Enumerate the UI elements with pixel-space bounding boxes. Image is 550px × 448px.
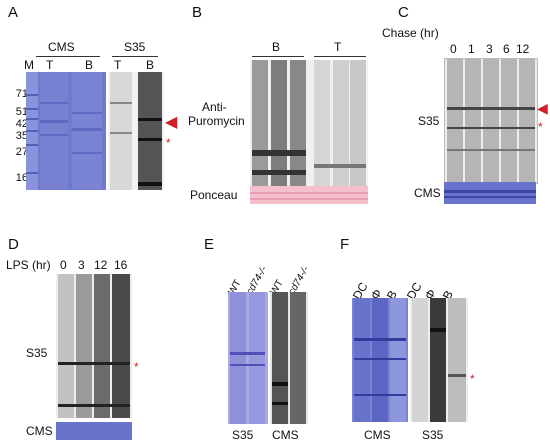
panel-c-s35-label: S35 <box>418 114 440 128</box>
panel-b-bracket-t <box>314 56 366 57</box>
panel-c-arrow-icon: ◀ <box>537 100 548 116</box>
panel-b-bracket-b <box>252 56 304 57</box>
panel-b-group-t: T <box>334 40 342 54</box>
panel-c-letter: C <box>398 4 409 21</box>
panel-a-letter: A <box>8 4 19 21</box>
panel-a-bracket-cms <box>36 56 100 57</box>
panel-a-lane-m: M <box>24 58 34 72</box>
panel-c-lane-6: 6 <box>503 42 510 56</box>
panel-d-s35-gel <box>56 274 132 418</box>
mw-16: 16 <box>15 172 28 184</box>
panel-d-lane-3: 3 <box>78 258 85 272</box>
panel-b-ponceau-label: Ponceau <box>190 188 238 202</box>
panel-d-s35-label: S35 <box>26 346 48 360</box>
panel-c-lane-3: 3 <box>486 42 493 56</box>
panel-a-lane-b2: B <box>146 58 155 72</box>
panel-b-group-b: B <box>272 40 281 54</box>
mw-27: 27 <box>15 146 28 158</box>
panel-f-letter: F <box>340 236 350 253</box>
mw-42: 42 <box>15 118 28 130</box>
panel-f-cms-label: CMS <box>364 428 391 442</box>
panel-a-s35-gel <box>108 72 164 190</box>
panel-d-lane-16: 16 <box>114 258 128 272</box>
panel-c-lane-1: 1 <box>468 42 475 56</box>
panel-a-lane-b1: B <box>85 58 94 72</box>
panel-a-group-s35: S35 <box>124 40 146 54</box>
panel-f-asterisk-icon: * <box>470 372 475 386</box>
panel-e-coomassie-gel <box>228 292 268 424</box>
panel-a-group-cms: CMS <box>48 40 75 54</box>
panel-b-ponceau-strip <box>250 186 368 204</box>
panel-b-ylabel-2: Puromycin <box>188 114 245 128</box>
panel-f-s35-gel <box>410 298 468 422</box>
mw-51: 51 <box>15 106 28 118</box>
panel-a-mw-ladder: 71 51 42 35 27 16 <box>0 88 28 198</box>
panel-e-s35-label: S35 <box>232 428 254 442</box>
panel-c-lane-0: 0 <box>450 42 457 56</box>
panel-c-cms-label: CMS <box>414 186 441 200</box>
panel-a-lane-t1: T <box>46 58 54 72</box>
panel-b-ylabel-1: Anti- <box>202 100 227 114</box>
panel-d-lane-0: 0 <box>60 258 67 272</box>
panel-a-coomassie-gel <box>26 72 106 190</box>
panel-f-coomassie-gel <box>352 298 408 422</box>
panel-c-s35-gel <box>444 58 538 184</box>
panel-f-s35-label: S35 <box>422 428 444 442</box>
panel-d-lane-12: 12 <box>94 258 108 272</box>
panel-d-asterisk-icon: * <box>134 360 139 374</box>
panel-d-cms-label: CMS <box>26 424 53 438</box>
panel-c-cms-strip <box>444 182 536 204</box>
mw-71: 71 <box>15 88 28 100</box>
panel-d-letter: D <box>8 236 19 253</box>
panel-d-cms-strip <box>56 422 132 440</box>
panel-b-letter: B <box>192 4 203 21</box>
panel-c-asterisk-icon: * <box>538 120 543 134</box>
panel-e-s35-gel <box>270 292 308 424</box>
panel-a-arrow-icon: ◀ <box>165 114 178 131</box>
mw-35: 35 <box>15 130 28 142</box>
panel-c-header: Chase (hr) <box>382 26 439 40</box>
panel-c-lane-12: 12 <box>516 42 530 56</box>
panel-d-header: LPS (hr) <box>6 258 51 272</box>
panel-e-cms-label: CMS <box>272 428 299 442</box>
panel-e-letter: E <box>204 236 215 253</box>
panel-a-bracket-s35 <box>112 56 158 57</box>
panel-b-western-blot <box>250 60 368 188</box>
panel-a-lane-t2: T <box>114 58 122 72</box>
panel-a-asterisk-icon: * <box>166 136 171 150</box>
